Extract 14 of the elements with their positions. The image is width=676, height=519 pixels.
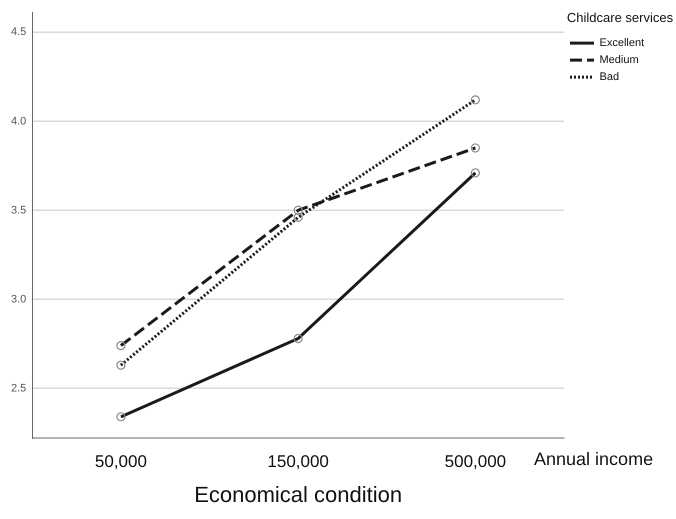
y-tick-label: 2.5 xyxy=(10,382,26,394)
x-axis-title: Economical condition xyxy=(194,482,402,507)
x-tick-label: 500,000 xyxy=(444,452,506,472)
text: Annual income xyxy=(534,449,654,470)
legend-label: Bad xyxy=(600,71,620,84)
legend-label: Medium xyxy=(600,54,639,66)
y-tick-label: 4.0 xyxy=(10,115,26,128)
x-tick-label: 150,000 xyxy=(267,452,329,472)
legend-label: Excellent xyxy=(600,37,644,50)
y-tick-label: 4.5 xyxy=(10,26,26,38)
y-tick-label: 3.5 xyxy=(10,204,26,216)
x-tick-label: 50,000 xyxy=(94,452,147,472)
y-tick-label: 3.0 xyxy=(10,293,26,306)
legend-title: Childcare services xyxy=(566,10,674,26)
